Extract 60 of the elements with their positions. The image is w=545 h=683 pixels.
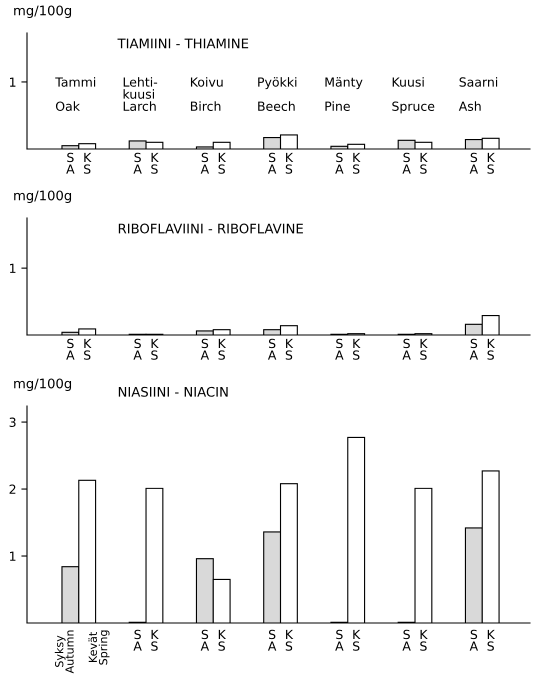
y-axis-title: mg/100g (14, 190, 72, 203)
text: Kevät Spring (88, 630, 110, 665)
text: K S (353, 338, 361, 360)
x-tick-label: Koivu Birch (190, 77, 223, 111)
chart-title: RIBOFLAVIINI - RIBOFLAVINE (118, 224, 303, 234)
y-tick-label: 1 (10, 264, 16, 273)
text: S A (268, 338, 276, 360)
x-tick-label: Pyökki Beech (258, 77, 296, 111)
text: K S (286, 338, 294, 360)
text: K S (353, 630, 361, 651)
series-label: S A (66, 338, 75, 360)
series-label: S A (66, 152, 75, 174)
x-tick-label: Saarni Ash (458, 77, 498, 111)
text: S A (402, 338, 411, 360)
y-axis-title: mg/100g (14, 5, 72, 18)
y-tick-label: 2 (10, 484, 16, 494)
text: S A (200, 152, 210, 174)
series-label: S A (133, 630, 142, 651)
text: S A (200, 338, 210, 360)
text: S A (133, 338, 142, 360)
chart-title: TIAMIINI - THIAMINE (118, 38, 248, 48)
text: K S (420, 152, 428, 174)
text: K S (218, 338, 226, 360)
text: Syksy Autumn (54, 630, 74, 674)
text: S A (402, 630, 411, 651)
text: S A (335, 338, 344, 360)
text: K S (218, 152, 226, 174)
text: S A (470, 630, 478, 651)
chart-title: NIASIINI - NIACIN (118, 386, 228, 397)
x-tick-label: Lehti- kuusi Larch (124, 77, 158, 111)
text: K S (353, 152, 361, 174)
text: K S (286, 630, 294, 651)
text: S A (402, 152, 411, 174)
text: S A (470, 152, 478, 174)
text: K S (151, 152, 159, 174)
text: S A (133, 152, 142, 174)
series-label: K S (84, 152, 92, 174)
series-label: K S (151, 630, 159, 651)
y-tick-label: 1 (10, 78, 16, 87)
text: K S (286, 152, 294, 174)
text: K S (488, 338, 496, 360)
x-tick-label: Mänty Pine (325, 77, 363, 111)
text: S A (335, 630, 344, 651)
text: K S (218, 630, 226, 651)
text: K S (488, 630, 496, 651)
x-tick-label: Tammi Oak (55, 77, 96, 111)
text: S A (268, 630, 276, 651)
text: K S (488, 152, 496, 174)
text: K S (151, 338, 159, 360)
series-label: K S (84, 338, 92, 360)
y-tick-label: 1 (10, 552, 16, 561)
text: S A (335, 152, 344, 174)
text: K S (420, 338, 428, 360)
y-tick-label: 3 (10, 418, 16, 427)
text: S A (200, 630, 210, 651)
text: S A (470, 338, 478, 360)
x-tick-label: Kuusi Spruce (392, 77, 434, 114)
text: K S (420, 630, 428, 651)
y-axis-title: mg/100g (14, 378, 72, 391)
text: S A (268, 152, 276, 174)
